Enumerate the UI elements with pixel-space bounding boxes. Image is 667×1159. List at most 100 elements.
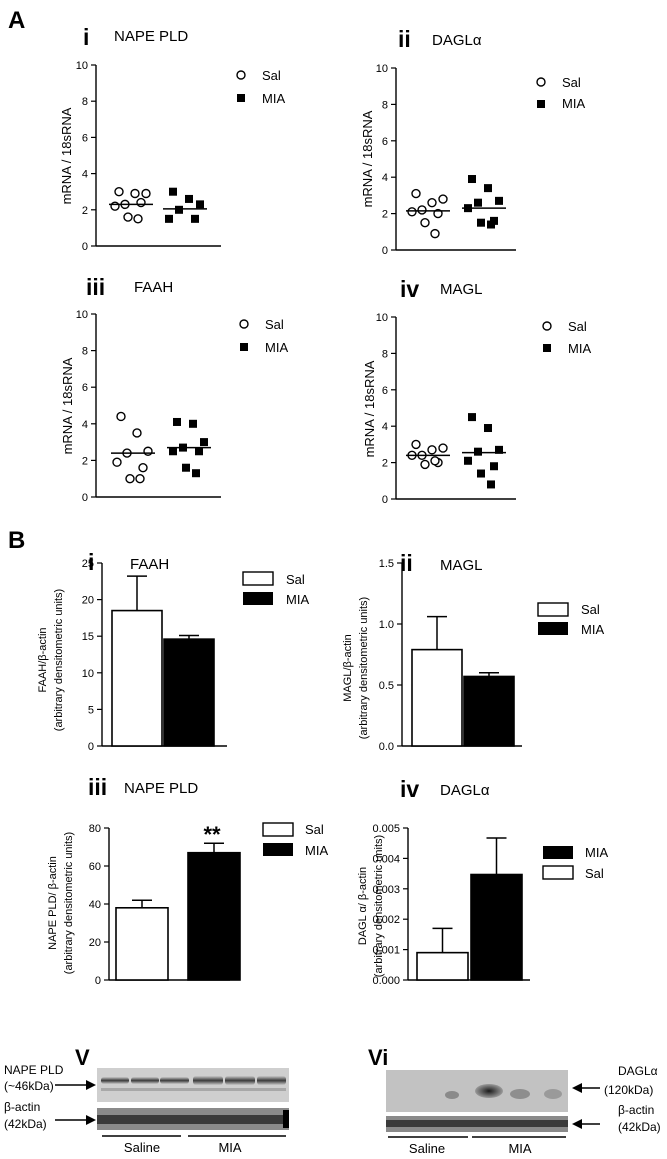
chart-b-iii-significance: ** bbox=[203, 822, 221, 847]
chart-5-bar-sal bbox=[411, 648, 463, 747]
chart-5-bar-mia bbox=[463, 675, 515, 747]
chart-a-i-legend-sal-marker bbox=[236, 70, 246, 80]
blot-vi-band-faint-1 bbox=[445, 1091, 459, 1099]
chart-a-iv-legend-sal: Sal bbox=[568, 319, 587, 334]
chart-a-iii-legend-sal: Sal bbox=[265, 317, 284, 332]
chart-3-ytick-label: 2 bbox=[382, 458, 388, 470]
chart-2-ytick-label: 6 bbox=[82, 382, 88, 394]
blot-v-group-saline: Saline bbox=[124, 1140, 160, 1155]
chart-2-ytick-label: 8 bbox=[82, 346, 88, 358]
chart-3-point-mia bbox=[490, 462, 498, 471]
chart-b-iii-axes: 0 20 40 60 80 bbox=[89, 823, 241, 987]
chart-2-ytick-label: 4 bbox=[82, 419, 88, 431]
blot-v-band-1 bbox=[101, 1077, 129, 1084]
chart-4-bar-sal bbox=[111, 609, 163, 747]
chart-1-point-sal bbox=[407, 207, 417, 217]
chart-5-ytick-label: 1.0 bbox=[379, 619, 394, 631]
chart-b-i-legend-sal-swatch bbox=[242, 571, 274, 586]
chart-4-bar-mia bbox=[163, 638, 215, 747]
blot-v-band-6 bbox=[257, 1076, 286, 1085]
blot-v-band-5 bbox=[225, 1076, 255, 1085]
chart-1-ytick-label: 10 bbox=[376, 63, 388, 75]
chart-a-i-legend-mia-marker bbox=[237, 94, 245, 102]
chart-1-point-sal bbox=[430, 228, 440, 239]
chart-a-iv: iv MAGL mRNA / 18sRNA 0 2 4 6 8 10 Sal MIA bbox=[362, 276, 591, 506]
chart-7-ytick-label: 0.001 bbox=[372, 945, 400, 957]
chart-a-ii-legend-sal-marker bbox=[536, 77, 546, 87]
chart-b-iv: iv DAGLα DAGL α/ β-actin (arbitrary dens… bbox=[357, 776, 608, 987]
chart-1-point-mia bbox=[474, 198, 482, 207]
chart-a-iii-legend-sal-marker bbox=[239, 319, 249, 329]
chart-1-ytick-label: 4 bbox=[382, 172, 388, 184]
chart-1-point-sal bbox=[438, 194, 448, 204]
blot-v-faint-band bbox=[101, 1088, 286, 1091]
chart-6-ytick-label: 0 bbox=[95, 975, 101, 987]
chart-3-point-sal bbox=[411, 439, 421, 450]
chart-a-iii-roman: iii bbox=[86, 274, 105, 300]
chart-5-ytick-label: 1.5 bbox=[379, 558, 394, 570]
chart-1-ytick-label: 8 bbox=[382, 99, 388, 111]
chart-0-ytick-label: 4 bbox=[82, 169, 88, 181]
chart-b-iii-legend-sal-swatch bbox=[262, 822, 294, 837]
chart-a-iv-ylabel: mRNA / 18sRNA bbox=[362, 360, 377, 457]
chart-b-ii: ii MAGL MAGL/β-actin (arbitrary densitom… bbox=[342, 550, 604, 753]
chart-5-ytick-label: 0.0 bbox=[379, 741, 394, 753]
chart-b-iv-ylabel-2: (arbitrary densitometric units) bbox=[373, 835, 385, 977]
chart-b-iv-axes: 0.000 0.001 0.002 0.003 0.004 0.005 bbox=[372, 823, 530, 987]
chart-2-point-mia bbox=[173, 417, 181, 426]
chart-a-i-roman: i bbox=[83, 24, 89, 50]
chart-b-iii-ylabel-2: (arbitrary densitometric units) bbox=[63, 832, 75, 974]
chart-2-point-sal bbox=[116, 411, 126, 422]
chart-0-point-sal bbox=[114, 186, 124, 197]
chart-a-iii: iii FAAH mRNA / 18sRNA 0 2 4 6 8 10 Sal MIA bbox=[60, 274, 288, 504]
chart-b-i-legend-mia: MIA bbox=[286, 592, 309, 607]
chart-7-ytick-label: 0.002 bbox=[372, 914, 400, 926]
chart-3-point-sal bbox=[427, 445, 437, 455]
chart-b-ii-legend-sal-swatch bbox=[537, 602, 569, 617]
chart-0-point-sal bbox=[133, 214, 143, 224]
blot-vi-band-strong bbox=[475, 1084, 503, 1098]
chart-1-point-sal bbox=[420, 217, 430, 228]
blot-vi-roman: Vi bbox=[368, 1045, 388, 1070]
chart-5-ytick-label: 0.5 bbox=[379, 680, 394, 692]
blot-v-loading-name: β-actin bbox=[4, 1100, 40, 1114]
chart-a-ii-axes: 0 2 4 6 8 10 bbox=[376, 63, 516, 257]
chart-b-iii-legend-mia-swatch bbox=[263, 843, 293, 856]
blot-v-loading-size: (42kDa) bbox=[4, 1117, 47, 1131]
chart-4-ytick-label: 0 bbox=[88, 741, 94, 753]
chart-3-ytick-label: 6 bbox=[382, 385, 388, 397]
chart-a-i-legend-mia: MIA bbox=[262, 91, 285, 106]
chart-7-ytick-label: 0.000 bbox=[372, 975, 400, 987]
chart-1-point-sal bbox=[427, 197, 437, 208]
chart-b-ii-legend-mia-swatch bbox=[538, 622, 568, 635]
chart-6-ytick-label: 60 bbox=[89, 861, 101, 873]
chart-a-i-title: NAPE PLD bbox=[114, 28, 188, 45]
chart-b-i-legend-sal: Sal bbox=[286, 572, 305, 587]
blot-vi-group-saline: Saline bbox=[409, 1141, 445, 1156]
chart-a-iv-legend-mia: MIA bbox=[568, 341, 591, 356]
chart-0-point-mia bbox=[175, 205, 183, 214]
chart-b-iv-legend-sal-swatch bbox=[542, 865, 574, 880]
chart-b-iii-ylabel-1: NAPE PLD/ β-actin bbox=[47, 856, 59, 950]
blot-v-arrowhead-2-icon bbox=[86, 1115, 96, 1125]
chart-0-point-sal bbox=[136, 197, 146, 208]
chart-a-iv-roman: iv bbox=[400, 276, 419, 302]
chart-b-ii-legend-mia: MIA bbox=[581, 622, 604, 637]
chart-a-iii-legend-mia: MIA bbox=[265, 340, 288, 355]
blot-vi-target-size: (120kDa) bbox=[604, 1083, 653, 1097]
chart-0-ytick-label: 2 bbox=[82, 205, 88, 217]
chart-b-ii-axes: 0.0 0.5 1.0 1.5 bbox=[379, 558, 522, 753]
chart-a-ii-legend-mia: MIA bbox=[562, 96, 585, 111]
chart-3-point-mia bbox=[468, 413, 476, 422]
blot-v-target-size: (~46kDa) bbox=[4, 1079, 54, 1093]
chart-b-ii-title: MAGL bbox=[440, 557, 483, 574]
chart-7-bar-mia bbox=[470, 873, 523, 981]
chart-3-ytick-label: 10 bbox=[376, 312, 388, 324]
chart-b-i: i FAAH FAAH/β-actin (arbitrary densitome… bbox=[37, 549, 309, 753]
chart-a-iv-legend-mia-marker bbox=[543, 344, 551, 352]
blot-v-band-3 bbox=[160, 1077, 189, 1084]
chart-2-point-mia bbox=[182, 463, 190, 472]
chart-b-iv-legend-mia-swatch bbox=[543, 846, 573, 859]
chart-a-iii-axes: 0 2 4 6 8 10 bbox=[76, 309, 221, 504]
blot-vi: Vi DAGLα (120kDa) β-actin (42kDa) Saline… bbox=[368, 1045, 661, 1156]
